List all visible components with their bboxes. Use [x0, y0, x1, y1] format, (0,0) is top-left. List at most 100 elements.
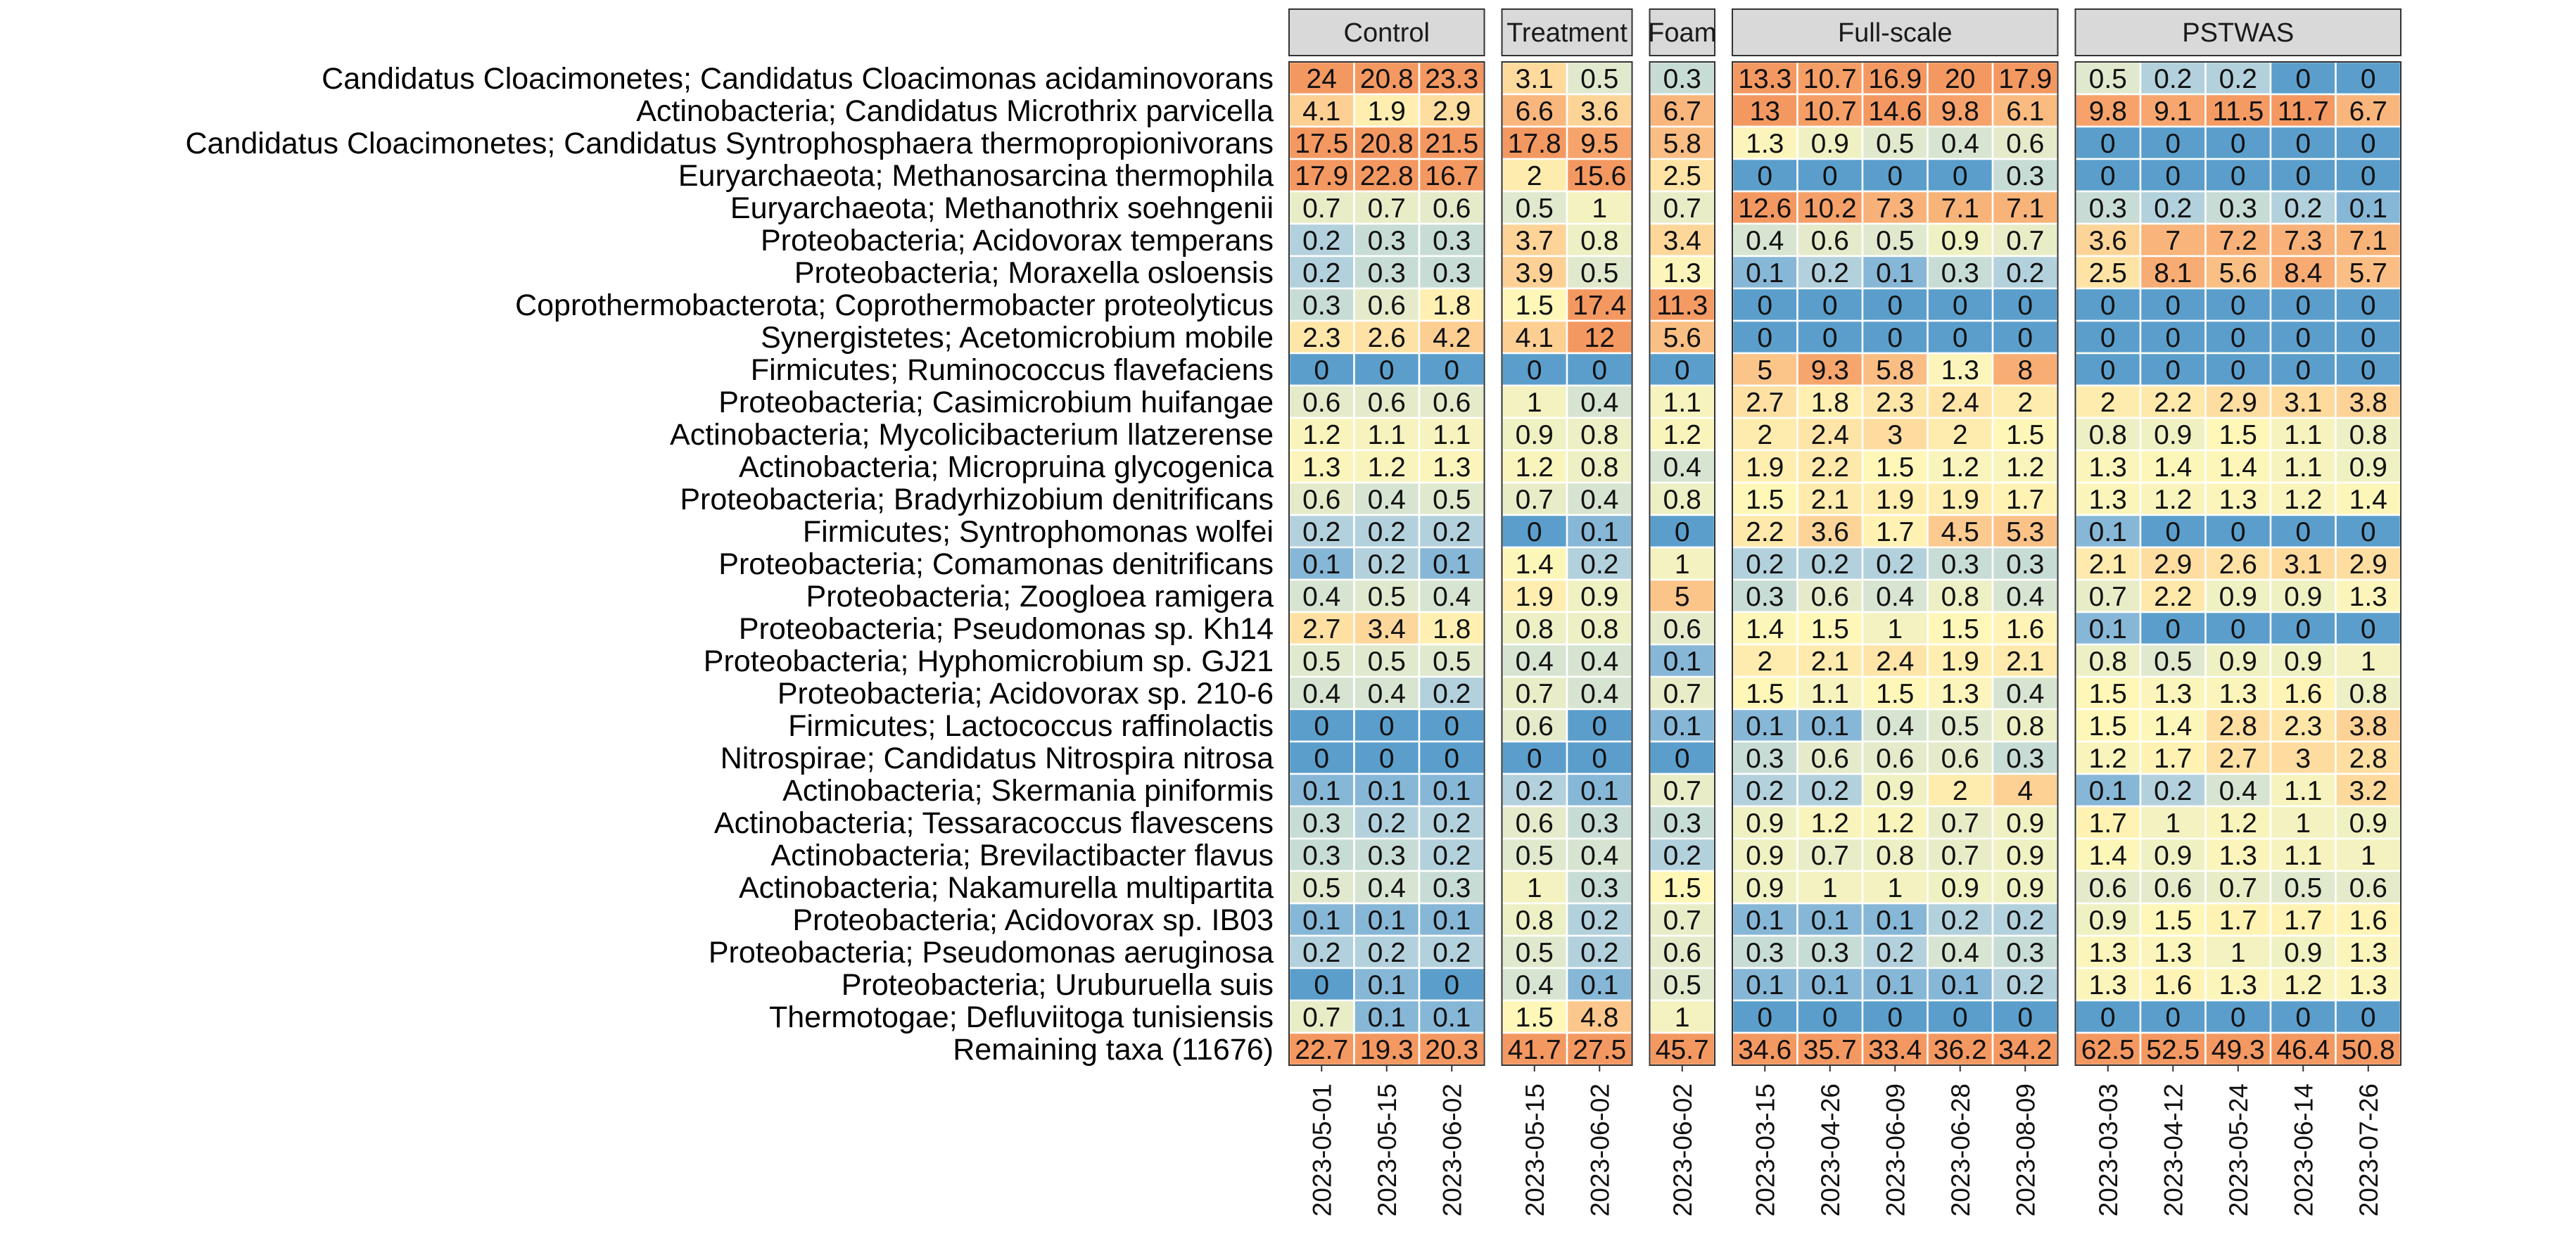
heatmap-cell — [2204, 1031, 2272, 1067]
cell-value-label: 0.4 — [1580, 647, 1618, 677]
cell-value-label: 27.5 — [1573, 1035, 1626, 1065]
panel-strip-label: Foam — [1648, 18, 1716, 48]
cell-value-label: 1.5 — [1876, 679, 1914, 709]
cell-value-label: 0.6 — [2154, 873, 2192, 903]
heatmap-cell — [1353, 837, 1421, 872]
heatmap-cell — [1418, 546, 1485, 581]
row-label: Proteobacteria; Moraxella osloensis — [794, 256, 1274, 290]
cell-value-label: 0.4 — [1433, 582, 1471, 612]
heatmap-cell — [1566, 870, 1633, 905]
heatmap-cell — [1353, 158, 1421, 193]
cell-value-label: 0 — [2165, 129, 2181, 159]
heatmap-cell — [2204, 222, 2272, 258]
cell-value-label: 0.3 — [1746, 582, 1784, 612]
cell-value-label: 2.2 — [1811, 452, 1849, 483]
cell-value-label: 1.4 — [1516, 549, 1554, 580]
cell-value-label: 0.5 — [1433, 647, 1471, 677]
cell-value-label: 0.4 — [1663, 452, 1701, 483]
heatmap-cell — [2139, 740, 2207, 775]
cell-value-label: 0.4 — [1580, 388, 1618, 418]
cell-value-label: 62.5 — [2081, 1035, 2135, 1065]
cell-value-label: 0.4 — [1580, 679, 1618, 709]
cell-value-label: 2 — [1757, 647, 1772, 677]
row-label: Actinobacteria; Candidatus Microthrix pa… — [636, 94, 1274, 128]
panel-strips: Control Treatment Foam Full-scale PSTWAS — [1288, 8, 2401, 56]
cell-value-label: 0.9 — [2089, 905, 2127, 936]
cell-value-label: 15.6 — [1573, 161, 1626, 191]
heatmap-cell — [2269, 837, 2337, 872]
heatmap-cell — [2204, 514, 2272, 549]
cell-value-label: 3.6 — [1580, 96, 1618, 127]
cell-value-label: 5 — [1757, 355, 1772, 386]
heatmap-cell — [2335, 546, 2402, 581]
cell-value-label: 12.6 — [1738, 193, 1791, 224]
heatmap-cell — [1418, 611, 1485, 646]
cell-value-label: 1.1 — [1811, 679, 1849, 709]
cell-value-label: 1 — [2295, 808, 2311, 839]
cell-value-label: 1.6 — [2349, 905, 2387, 936]
x-tick-label: 2023-06-09 — [1881, 1083, 1910, 1216]
cell-value-label: 0.4 — [1876, 582, 1914, 612]
cell-value-label: 24 — [1307, 64, 1337, 94]
x-tick-label: 2023-06-02 — [1585, 1083, 1614, 1216]
cell-value-label: 1.4 — [1746, 614, 1784, 644]
heatmap-cell — [2269, 222, 2337, 258]
cell-value-label: 0 — [2165, 291, 2181, 321]
cell-value-label: 4.1 — [1302, 96, 1340, 127]
cell-value-label: 1.9 — [1941, 485, 1979, 515]
cell-value-label: 21.5 — [1425, 129, 1478, 159]
cell-value-label: 0.2 — [1516, 776, 1554, 806]
cell-value-label: 17.5 — [1295, 129, 1348, 159]
heatmap-cell — [1288, 481, 1355, 516]
cell-value-label: 0.2 — [1941, 905, 1979, 936]
cell-value-label: 33.4 — [1868, 1035, 1922, 1065]
cell-value-label: 0 — [1379, 355, 1395, 386]
heatmap-cell — [2204, 481, 2272, 516]
cell-value-label: 16.9 — [1868, 64, 1922, 94]
cell-value-label: 0 — [1592, 711, 1607, 742]
cell-value-label: 1.2 — [1368, 452, 1406, 483]
cell-value-label: 2.9 — [2219, 388, 2257, 418]
heatmap-cell — [2139, 999, 2207, 1034]
cell-value-label: 5.3 — [2006, 517, 2044, 547]
heatmap-cell — [1861, 967, 1929, 1002]
heatmap-cell — [1861, 740, 1929, 775]
heatmap-cell — [1353, 934, 1421, 970]
cell-value-label: 0.2 — [2284, 193, 2322, 224]
heatmap-cell — [1418, 287, 1485, 322]
row-label: Remaining taxa (11676) — [953, 1033, 1274, 1067]
heatmap-cell — [1796, 773, 1864, 808]
panel-strip — [1501, 8, 1633, 56]
cell-value-label: 0 — [2361, 291, 2376, 321]
cell-value-label: 0 — [2165, 323, 2181, 353]
cell-value-label: 0.3 — [1746, 744, 1784, 774]
cell-value-label: 0.7 — [1302, 1003, 1340, 1033]
cell-value-label: 0.2 — [1368, 549, 1406, 580]
cell-value-label: 1.1 — [1663, 388, 1701, 418]
panel-strip — [2074, 8, 2401, 56]
cell-value-label: 7.3 — [1876, 193, 1914, 224]
heatmap-cell — [1861, 158, 1929, 193]
cell-value-label: 1 — [1887, 614, 1903, 644]
cell-value-label: 0.3 — [1663, 808, 1701, 839]
cell-value-label: 0.7 — [1663, 905, 1701, 936]
heatmap-cell — [1927, 287, 1994, 322]
row-label: Actinobacteria; Micropruina glycogenica — [739, 450, 1274, 484]
cell-value-label: 1.7 — [2219, 905, 2257, 936]
row-label: Proteobacteria; Uruburuella suis — [842, 968, 1274, 1002]
cell-value-label: 5.8 — [1876, 355, 1914, 386]
cell-value-label: 0.3 — [1302, 808, 1340, 839]
cell-value-label: 0.3 — [2089, 193, 2127, 224]
heatmap-cell — [1649, 934, 1716, 970]
cell-value-label: 0 — [2165, 614, 2181, 644]
cell-value-label: 0 — [1822, 161, 1838, 191]
cell-value-label: 1 — [1675, 549, 1690, 580]
cell-value-label: 0.4 — [1580, 841, 1618, 871]
cell-value-label: 0.1 — [1433, 549, 1471, 580]
heatmap-cell — [1418, 222, 1485, 258]
heatmap-cell — [1649, 999, 1716, 1034]
cell-value-label: 7.2 — [2219, 226, 2257, 256]
panel-strip — [1288, 8, 1485, 56]
cell-value-label: 52.5 — [2146, 1035, 2200, 1065]
heatmap-cell — [2074, 514, 2142, 549]
